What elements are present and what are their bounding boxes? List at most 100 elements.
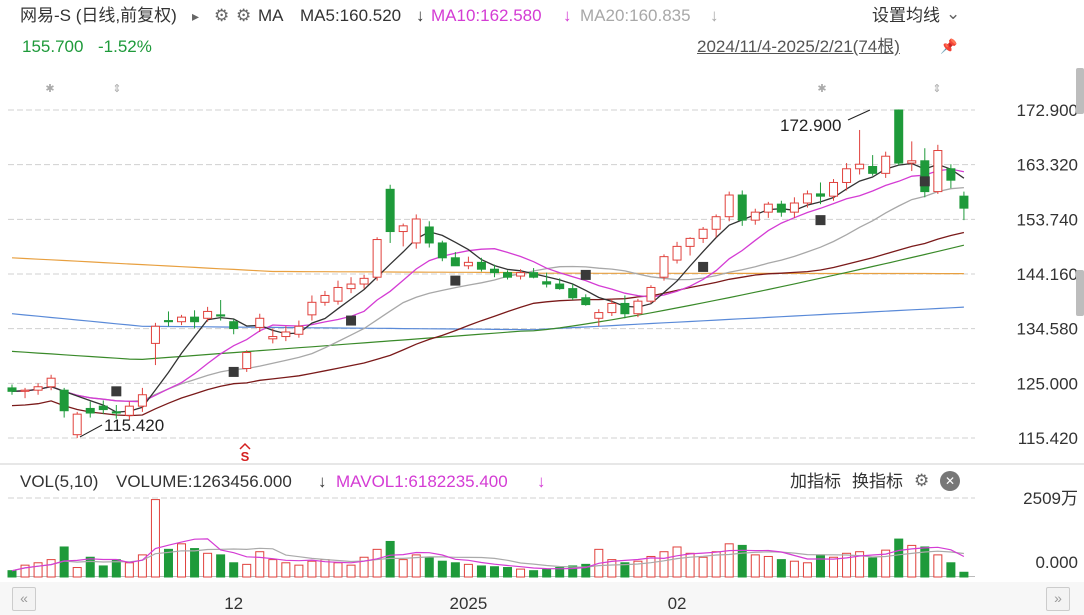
candle-body — [372, 239, 382, 278]
candle-body — [855, 163, 865, 170]
event-marker-icon: ⇕ — [112, 83, 121, 95]
candle-body — [802, 193, 812, 204]
stock-title: 网易-S (日线,前复权) — [20, 6, 177, 25]
volume-bar — [776, 559, 786, 578]
scroll-right-button[interactable]: » — [1046, 587, 1070, 611]
volume-bar — [20, 564, 30, 578]
ma20-down-arrow-icon: ↓ — [710, 6, 719, 25]
side-tab-top[interactable] — [1076, 68, 1084, 114]
candle-body — [216, 314, 226, 317]
candle-body — [568, 288, 578, 299]
volume-bar — [255, 551, 265, 578]
candle-body — [242, 352, 252, 369]
candle-body — [476, 261, 486, 270]
mavol10-line — [11, 547, 964, 572]
volume-bar — [933, 554, 943, 578]
candle-body — [489, 268, 499, 274]
candle-body — [72, 413, 82, 436]
candle-body — [124, 405, 134, 416]
close-icon[interactable]: ✕ — [940, 471, 960, 491]
volume-bar — [242, 563, 252, 578]
volume-bar — [607, 559, 617, 578]
volume-bar — [815, 554, 825, 578]
mavol5-line — [11, 538, 965, 572]
signal-marker — [815, 215, 826, 226]
indicator-gear-icon[interactable]: ⚙ — [914, 471, 930, 490]
gear-icon-2[interactable]: ⚙ — [236, 6, 252, 25]
volume-bar — [646, 555, 656, 578]
ma-blue-line — [11, 306, 964, 331]
volume-bar — [437, 560, 447, 578]
volume-bar — [424, 557, 434, 578]
add-indicator-button[interactable]: 加指标 — [790, 472, 841, 491]
vol-tick-label: 2509万 — [1023, 489, 1078, 508]
current-price: 155.700 — [22, 37, 84, 56]
volume-bar — [881, 549, 891, 578]
candle-body — [398, 225, 408, 233]
y-tick-label: 163.320 — [1017, 156, 1078, 175]
volume-bar — [542, 568, 552, 578]
vol-indicator-label[interactable]: VOL(5,10) — [20, 472, 99, 491]
volume-bar — [737, 544, 747, 578]
y-tick-label: 172.900 — [1017, 101, 1078, 120]
volume-bar — [372, 548, 382, 578]
volume-bar — [398, 559, 408, 578]
candle-body — [594, 312, 604, 319]
ma120-line — [11, 244, 965, 361]
signal-marker — [450, 275, 461, 286]
volume-bar — [633, 560, 643, 578]
volume-bar — [907, 544, 917, 578]
candle-body — [359, 277, 369, 285]
signal-marker — [228, 366, 239, 377]
candle-body — [776, 203, 786, 213]
candle-body — [307, 301, 317, 316]
ma20-value: MA20:160.835 — [580, 6, 691, 25]
low-annotation-arrow — [79, 424, 103, 438]
candle-body — [7, 387, 17, 392]
candle-body — [437, 242, 447, 259]
pin-icon[interactable]: 📌 — [940, 38, 958, 54]
scroll-left-button[interactable]: « — [12, 587, 36, 611]
volume-bar — [163, 548, 173, 578]
signal-marker — [919, 176, 930, 187]
candle-body — [894, 109, 904, 164]
s-marker-arrow-icon — [239, 442, 251, 450]
candle-body — [320, 294, 330, 303]
volume-bar — [802, 562, 812, 578]
candle-body — [581, 297, 591, 306]
volume-bar — [216, 554, 226, 578]
volume-bar — [685, 552, 695, 578]
side-tab-middle[interactable] — [1076, 270, 1084, 316]
ma-toggle[interactable]: MA — [258, 6, 284, 25]
gear-icon[interactable]: ⚙ — [214, 6, 230, 25]
candle-body — [46, 377, 56, 388]
volume-bar — [750, 554, 760, 578]
ma10-line — [11, 168, 965, 403]
volume-bar — [450, 562, 460, 578]
play-icon[interactable]: ▸ — [192, 8, 200, 24]
ma60-line — [11, 231, 965, 417]
candle-body — [607, 302, 617, 314]
signal-marker — [580, 269, 591, 280]
volume-bar — [698, 556, 708, 578]
volume-bar — [529, 570, 539, 578]
ma5-line — [11, 162, 965, 413]
candle-body — [933, 150, 943, 193]
high-annotation-arrow — [847, 109, 871, 121]
ma-settings-button[interactable]: 设置均线 — [872, 6, 940, 25]
candle-body — [620, 302, 630, 315]
y-tick-label: 134.580 — [1017, 320, 1078, 339]
candle-body — [868, 165, 878, 174]
volume-bar — [7, 570, 17, 578]
y-tick-label: 115.420 — [1018, 429, 1078, 448]
chevron-down-icon[interactable]: ⌄ — [946, 4, 961, 23]
switch-indicator-button[interactable]: 换指标 — [852, 472, 903, 491]
candle-body — [137, 394, 147, 407]
candle-body — [750, 211, 760, 221]
event-marker-icon: ✱ — [817, 83, 826, 95]
candle-body — [59, 389, 69, 412]
date-range[interactable]: 2024/11/4-2025/2/21(74根) — [697, 37, 900, 56]
candle-body — [450, 257, 460, 267]
candle-body — [190, 316, 200, 323]
